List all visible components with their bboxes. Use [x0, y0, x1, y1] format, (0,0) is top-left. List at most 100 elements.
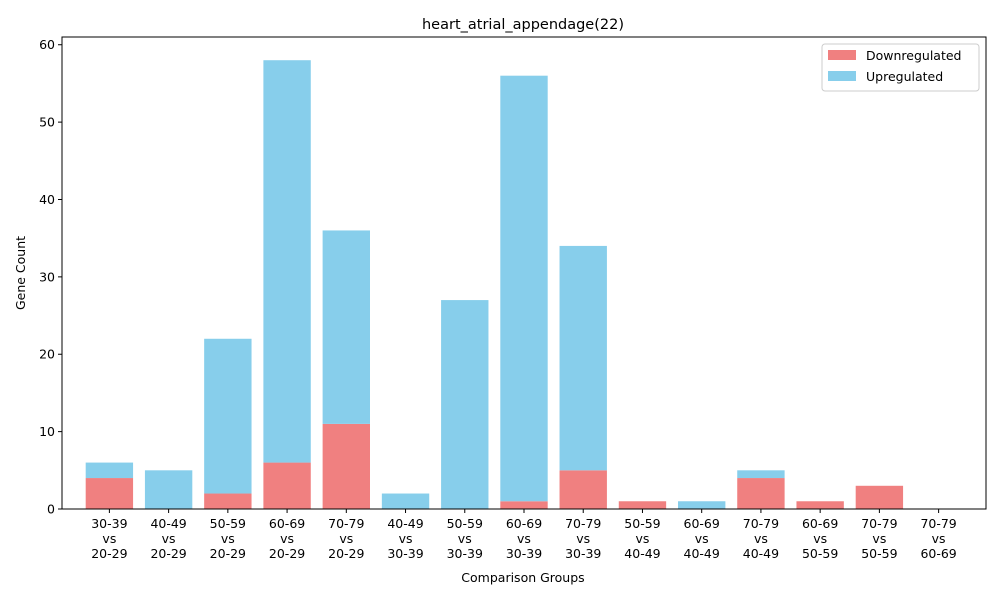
x-tick-label: 60-69 vs 30-39: [506, 516, 542, 561]
chart-title: heart_atrial_appendage(22): [422, 17, 624, 33]
x-axis-label: Comparison Groups: [461, 570, 584, 585]
bar-downregulated-13: [855, 485, 904, 509]
x-tick-label-line: 70-79: [861, 516, 897, 531]
bar-downregulated-0: [85, 478, 134, 509]
x-tick-label-line: vs: [399, 531, 413, 546]
x-tick-label: 60-69 vs 20-29: [269, 516, 305, 561]
x-tick-label-line: 70-79: [920, 516, 956, 531]
x-tick-label-line: 30-39: [565, 546, 601, 561]
x-tick-label-line: 50-59: [802, 546, 838, 561]
bar-downregulated-9: [618, 501, 667, 509]
plot-frame: [61, 36, 987, 510]
x-tick-label-line: vs: [517, 531, 531, 546]
x-tick-label: 70-79 vs 30-39: [565, 516, 601, 561]
bar-downregulated-4: [322, 423, 370, 509]
bar-downregulated-3: [263, 462, 311, 509]
x-tick-label-line: vs: [576, 531, 590, 546]
x-tick-label-line: 40-49: [387, 516, 423, 531]
x-tick-label-line: 20-29: [210, 546, 246, 561]
x-tick-label: 70-79 vs 40-49: [743, 516, 779, 561]
x-tick-label: 40-49 vs 30-39: [387, 516, 423, 561]
x-tick-label-line: 20-29: [150, 546, 186, 561]
x-tick-label-line: vs: [458, 531, 472, 546]
bar-upregulated-7: [500, 75, 548, 502]
x-tick-label: 30-39 vs 20-29: [91, 516, 127, 561]
x-tick-label-line: 70-79: [328, 516, 364, 531]
x-tick-label: 70-79 vs 60-69: [920, 516, 956, 561]
x-tick-label-line: vs: [280, 531, 294, 546]
bar-upregulated-5: [381, 493, 430, 509]
x-tick-label: 70-79 vs 50-59: [861, 516, 897, 561]
legend-swatch-downregulated: [828, 50, 856, 60]
legend-label-downregulated: Downregulated: [866, 48, 962, 63]
y-tick-label: 60: [39, 37, 55, 52]
x-tick-label-line: vs: [102, 531, 116, 546]
bar-upregulated-6: [441, 300, 489, 509]
x-tick-label-line: vs: [813, 531, 827, 546]
x-tick-label-line: 70-79: [565, 516, 601, 531]
x-tick-label-line: 30-39: [387, 546, 423, 561]
x-tick-label-line: vs: [695, 531, 709, 546]
bar-downregulated-2: [204, 493, 252, 509]
bar-upregulated-10: [678, 501, 726, 509]
x-tick-label-line: 20-29: [91, 546, 127, 561]
bar-downregulated-11: [737, 478, 785, 509]
x-tick-label-line: 60-69: [684, 516, 720, 531]
x-tick-label-line: 50-59: [624, 516, 660, 531]
y-tick-label: 50: [39, 115, 55, 130]
bar-downregulated-7: [500, 501, 548, 509]
x-tick-label-line: 40-49: [150, 516, 186, 531]
y-tick-label: 0: [47, 502, 55, 517]
y-axis-label: Gene Count: [13, 236, 28, 310]
bar-upregulated-4: [322, 230, 370, 424]
x-tick-label-line: 30-39: [506, 546, 542, 561]
bar-upregulated-1: [144, 470, 193, 509]
bar-upregulated-3: [263, 60, 311, 463]
x-tick-label-line: 40-49: [684, 546, 720, 561]
y-tick-label: 10: [39, 424, 55, 439]
x-tick-label-line: 50-59: [210, 516, 246, 531]
x-tick-label: 60-69 vs 50-59: [802, 516, 838, 561]
bar-upregulated-8: [559, 245, 607, 471]
x-tick-label: 40-49 vs 20-29: [150, 516, 186, 561]
x-tick-label-line: 50-59: [861, 546, 897, 561]
x-tick-label-line: vs: [221, 531, 235, 546]
x-tick-label-line: 60-69: [920, 546, 956, 561]
x-tick-label-line: 60-69: [802, 516, 838, 531]
bar-upregulated-2: [204, 338, 252, 494]
bar-upregulated-0: [85, 462, 134, 479]
x-tick-label-line: vs: [162, 531, 176, 546]
x-tick-label: 50-59 vs 30-39: [447, 516, 483, 561]
x-tick-label-line: 40-49: [624, 546, 660, 561]
x-tick-label-line: 20-29: [328, 546, 364, 561]
bar-upregulated-11: [737, 470, 785, 479]
x-tick-label-line: 30-39: [447, 546, 483, 561]
legend-label-upregulated: Upregulated: [866, 69, 943, 84]
legend-box: [821, 43, 980, 92]
x-tick-label: 50-59 vs 20-29: [210, 516, 246, 561]
y-tick-label: 40: [39, 192, 55, 207]
x-tick-label: 50-59 vs 40-49: [624, 516, 660, 561]
x-tick-label: 60-69 vs 40-49: [684, 516, 720, 561]
x-tick-label-line: 20-29: [269, 546, 305, 561]
legend: Downregulated Upregulated: [821, 43, 980, 92]
x-tick-label-line: 70-79: [743, 516, 779, 531]
x-tick-label: 70-79 vs 20-29: [328, 516, 364, 561]
bar-downregulated-8: [559, 470, 607, 509]
bar-downregulated-12: [796, 501, 844, 509]
x-tick-label-line: 30-39: [91, 516, 127, 531]
x-tick-label-line: vs: [339, 531, 353, 546]
x-tick-label-line: 60-69: [506, 516, 542, 531]
x-tick-label-line: vs: [932, 531, 946, 546]
legend-swatch-upregulated: [828, 71, 856, 81]
x-tick-label-line: vs: [636, 531, 650, 546]
y-tick-label: 30: [39, 269, 55, 284]
x-tick-label-line: 60-69: [269, 516, 305, 531]
x-tick-label-line: vs: [872, 531, 886, 546]
y-axis-ticks: 0 10 20 30 40 50 60: [39, 37, 62, 517]
y-tick-label: 20: [39, 347, 55, 362]
x-tick-label-line: 50-59: [447, 516, 483, 531]
x-tick-label-line: 40-49: [743, 546, 779, 561]
